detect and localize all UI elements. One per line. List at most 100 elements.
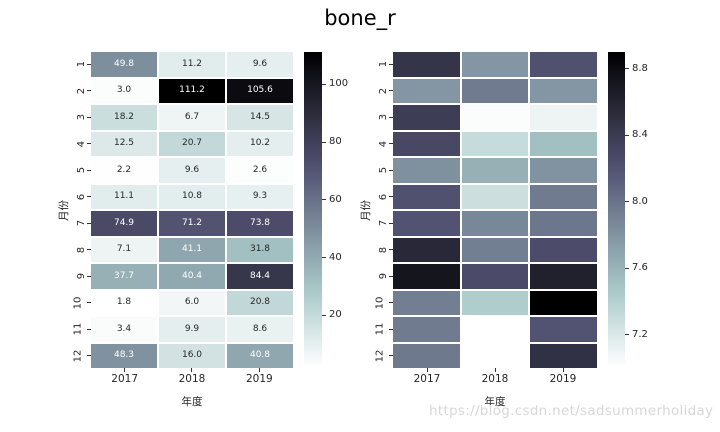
heatmap-cell (530, 237, 597, 262)
colorbar-tick: 40 (322, 252, 342, 263)
y-tick: 2 (369, 79, 393, 104)
left-heatmap: 49.8 11.2 9.6 3.0 111.2 105.6 18.2 6.7 14.5 12.5 2… (91, 52, 293, 368)
right-x-axis-ticks: 2017 2018 2019 (393, 368, 597, 390)
heatmap-cell (461, 211, 529, 236)
cell-value: 9.6 (252, 58, 268, 69)
heatmap-cell (393, 184, 460, 209)
heatmap-cell (461, 105, 529, 130)
heatmap-cell: 20.8 (227, 290, 293, 315)
y-tick: 1 (369, 52, 393, 77)
cell-value: 37.7 (113, 270, 135, 281)
heatmap-cell: 6.7 (159, 105, 225, 130)
colorbar-tick: 100 (322, 79, 348, 89)
cell-value: 49.8 (113, 58, 135, 69)
y-tick: 8 (67, 238, 91, 263)
heatmap-cell (530, 317, 597, 342)
colorbar-tick: 8.8 (625, 63, 648, 74)
cell-value: 8.6 (252, 323, 268, 334)
heatmap-cell: 10.8 (159, 184, 225, 209)
y-tick: 3 (67, 105, 91, 130)
cell-value: 16.0 (181, 350, 203, 361)
cell-value: 74.9 (113, 217, 135, 228)
heatmap-cell (461, 78, 529, 103)
cell-value: 105.6 (247, 85, 273, 96)
heatmap-cell (393, 105, 460, 130)
y-tick: 2 (67, 79, 91, 104)
y-tick: 12 (67, 344, 91, 369)
x-tick: 2017 (91, 368, 158, 390)
heatmap-cell (530, 343, 597, 368)
colorbar-tick: 60 (322, 194, 342, 205)
heatmap-cell: 20.7 (159, 131, 225, 156)
cell-value: 3.4 (116, 323, 132, 334)
cell-value: 73.8 (249, 217, 271, 228)
heatmap-cell: 8.6 (227, 317, 293, 342)
chart-title: bone_r (324, 6, 396, 30)
y-tick: 12 (369, 344, 393, 369)
heatmap-cell: 14.5 (227, 105, 293, 130)
colorbar-tick: 20 (322, 310, 342, 320)
heatmap-cell: 11.1 (91, 184, 157, 209)
cell-value: 18.2 (113, 111, 135, 122)
y-tick: 4 (67, 132, 91, 157)
heatmap-cell (461, 343, 529, 368)
heatmap-cell: 40.4 (159, 264, 225, 289)
colorbar-tick: 8.0 (625, 196, 648, 207)
cell-value: 71.2 (181, 217, 203, 228)
y-tick: 7 (67, 211, 91, 236)
y-tick: 5 (369, 158, 393, 183)
left-colorbar: 100 80 60 40 20 (304, 52, 348, 368)
cell-value: 11.1 (113, 191, 135, 202)
y-tick: 7 (369, 211, 393, 236)
heatmap-cell (530, 131, 597, 156)
heatmap-cell (393, 264, 460, 289)
y-tick: 4 (369, 132, 393, 157)
y-tick: 10 (67, 291, 91, 316)
cell-value: 1.8 (116, 297, 132, 308)
x-tick: 2019 (529, 368, 597, 390)
cell-value: 14.5 (249, 111, 271, 122)
cell-value: 20.8 (249, 297, 271, 308)
y-tick: 1 (67, 52, 91, 77)
y-tick: 11 (67, 317, 91, 342)
heatmap-cell (530, 158, 597, 183)
cell-value: 9.6 (184, 164, 200, 175)
y-tick: 3 (369, 105, 393, 130)
y-tick: 9 (67, 264, 91, 289)
cell-value: 7.1 (116, 244, 132, 255)
heatmap-cell (461, 52, 529, 77)
x-tick: 2018 (461, 368, 529, 390)
heatmap-cell (461, 237, 529, 262)
y-tick: 9 (369, 264, 393, 289)
cell-value: 6.7 (184, 111, 200, 122)
heatmap-cell: 31.8 (227, 237, 293, 262)
colorbar-tick: 7.6 (625, 263, 648, 273)
x-tick: 2017 (393, 368, 461, 390)
cell-value: 11.2 (181, 58, 203, 69)
cell-value: 40.8 (249, 350, 271, 361)
cell-value: 3.0 (116, 85, 132, 96)
colorbar-gradient (608, 52, 625, 368)
heatmap-cell (530, 78, 597, 103)
cell-value: 10.8 (181, 191, 203, 202)
cell-value: 111.2 (179, 85, 205, 96)
y-tick: 6 (369, 185, 393, 210)
heatmap-cell: 18.2 (91, 105, 157, 130)
heatmap-cell (461, 131, 529, 156)
cell-value: 84.4 (249, 270, 271, 281)
colorbar-gradient (304, 52, 322, 368)
left-x-axis-ticks: 2017 2018 2019 (91, 368, 293, 390)
heatmap-cell: 1.8 (91, 290, 157, 315)
cell-value: 2.6 (252, 164, 268, 175)
heatmap-cell: 84.4 (227, 264, 293, 289)
right-x-axis-label: 年度 (484, 396, 506, 408)
heatmap-cell (530, 290, 597, 315)
heatmap-cell: 73.8 (227, 211, 293, 236)
y-tick: 8 (369, 238, 393, 263)
heatmap-cell (461, 290, 529, 315)
heatmap-cell (461, 264, 529, 289)
cell-value: 20.7 (181, 138, 203, 149)
x-tick: 2019 (226, 368, 293, 390)
colorbar-tick: 80 (322, 137, 342, 147)
cell-value: 2.2 (116, 164, 132, 175)
